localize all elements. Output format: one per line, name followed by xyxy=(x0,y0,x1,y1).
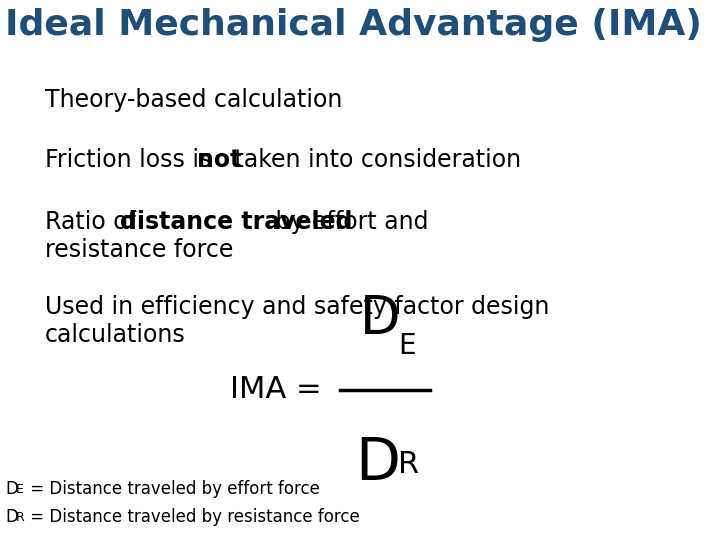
Text: R: R xyxy=(16,511,24,524)
Text: not: not xyxy=(197,148,241,172)
Text: by effort and: by effort and xyxy=(268,210,428,234)
Text: D: D xyxy=(5,508,18,526)
Text: R: R xyxy=(398,450,419,479)
Text: = Distance traveled by effort force: = Distance traveled by effort force xyxy=(25,480,320,498)
Text: Ideal Mechanical Advantage (IMA): Ideal Mechanical Advantage (IMA) xyxy=(5,8,702,42)
Text: calculations: calculations xyxy=(45,323,186,347)
Text: E: E xyxy=(16,483,24,496)
Text: resistance force: resistance force xyxy=(45,238,233,262)
Text: Ratio of: Ratio of xyxy=(45,210,143,234)
Text: D: D xyxy=(5,480,18,498)
Text: Friction loss is: Friction loss is xyxy=(45,148,219,172)
Text: Theory-based calculation: Theory-based calculation xyxy=(45,88,343,112)
Text: D: D xyxy=(360,293,400,345)
Text: IMA =: IMA = xyxy=(230,375,331,404)
Text: E: E xyxy=(398,332,415,360)
Text: D: D xyxy=(355,435,400,492)
Text: taken into consideration: taken into consideration xyxy=(227,148,521,172)
Text: distance traveled: distance traveled xyxy=(120,210,353,234)
Text: Used in efficiency and safety factor design: Used in efficiency and safety factor des… xyxy=(45,295,549,319)
Text: = Distance traveled by resistance force: = Distance traveled by resistance force xyxy=(25,508,360,526)
